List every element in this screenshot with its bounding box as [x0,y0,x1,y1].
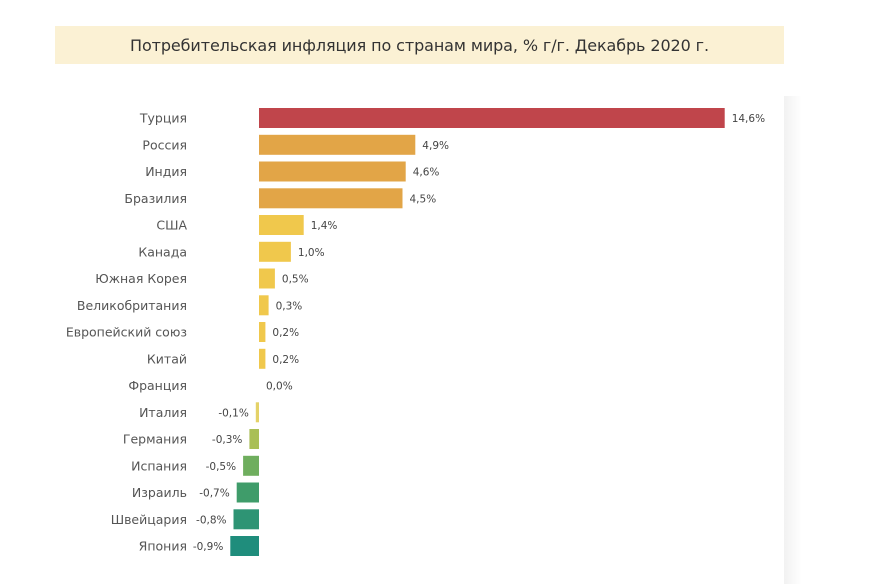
bar [259,241,291,262]
value-label: 4,9% [422,140,449,152]
value-label: -0,1% [218,407,248,419]
value-label: -0,9% [193,541,223,553]
bars-layer [230,108,725,556]
bar [255,402,259,423]
value-label: -0,7% [199,488,229,500]
category-label: Бразилия [124,191,187,206]
category-label: Европейский союз [66,325,187,340]
bar [236,482,259,503]
value-label: 1,4% [311,220,338,232]
bar [233,509,259,530]
value-label: -0,3% [212,434,242,446]
bar [259,215,304,235]
category-label: Япония [139,539,187,554]
bar [259,348,266,369]
category-label: Индия [145,164,187,179]
category-label: Испания [131,458,187,473]
category-label: Китай [147,351,187,366]
category-label: Южная Корея [95,271,187,286]
bar [259,268,275,289]
category-label: Турция [139,111,187,126]
bar [230,536,259,556]
value-label: 0,2% [272,327,299,339]
value-label: 4,5% [410,193,437,205]
category-label: Канада [138,244,187,259]
value-label: 0,2% [272,354,299,366]
category-label: Швейцария [111,512,187,527]
bar [259,188,403,209]
bar [259,322,266,342]
value-label: 14,6% [732,113,765,125]
value-label: 0,3% [276,300,303,312]
category-label: Россия [142,137,187,152]
category-labels: Турция Россия Индия Бразилия США Канада Южная … [66,111,188,554]
bar [259,108,725,128]
value-label: -0,5% [206,461,236,473]
category-label: США [156,218,187,233]
category-label: Великобритания [77,298,187,313]
bar [243,455,259,476]
value-label: 0,5% [282,274,309,286]
category-label: Италия [139,405,187,420]
bar [259,295,269,316]
bar [259,134,416,155]
chart-title: Потребительская инфляция по странам мира… [130,35,709,55]
bar [259,161,406,182]
panel-edge-shadow [784,96,802,584]
value-labels: 14,6% 4,9% 4,6% 4,5% 1,4% 1,0% 0,5% 0,3% 0,2% 0,2… [193,113,765,553]
category-label: Германия [123,432,187,447]
value-label: -0,8% [196,514,226,526]
bar [249,429,259,449]
category-label: Франция [128,378,187,393]
chart-title-band: Потребительская инфляция по странам мира… [55,26,784,64]
value-label: 4,6% [413,167,440,179]
category-label: Израиль [132,485,187,500]
value-label: 0,0% [266,381,293,393]
value-label: 1,0% [298,247,325,259]
